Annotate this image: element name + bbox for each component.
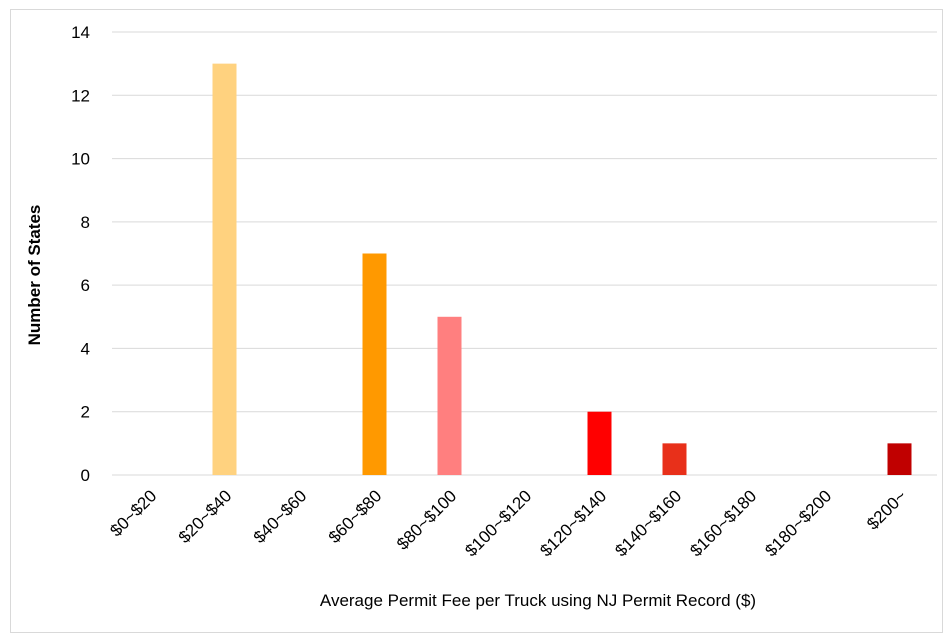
bar [887, 443, 912, 475]
y-tick-label: 6 [81, 276, 90, 295]
bar [662, 443, 687, 475]
y-tick-label: 0 [81, 466, 90, 485]
chart-frame [10, 9, 943, 633]
bar [437, 316, 462, 475]
bar [212, 63, 237, 476]
y-tick-label: 10 [71, 150, 90, 169]
y-tick-label: 12 [71, 86, 90, 105]
y-tick-label: 14 [71, 23, 90, 42]
y-tick-label: 2 [81, 403, 90, 422]
y-axis-title: Number of States [25, 205, 44, 346]
x-axis-title: Average Permit Fee per Truck using NJ Pe… [320, 591, 756, 610]
bar [362, 253, 387, 475]
bar [587, 411, 612, 475]
y-tick-label: 4 [81, 339, 90, 358]
y-tick-label: 8 [81, 213, 90, 232]
